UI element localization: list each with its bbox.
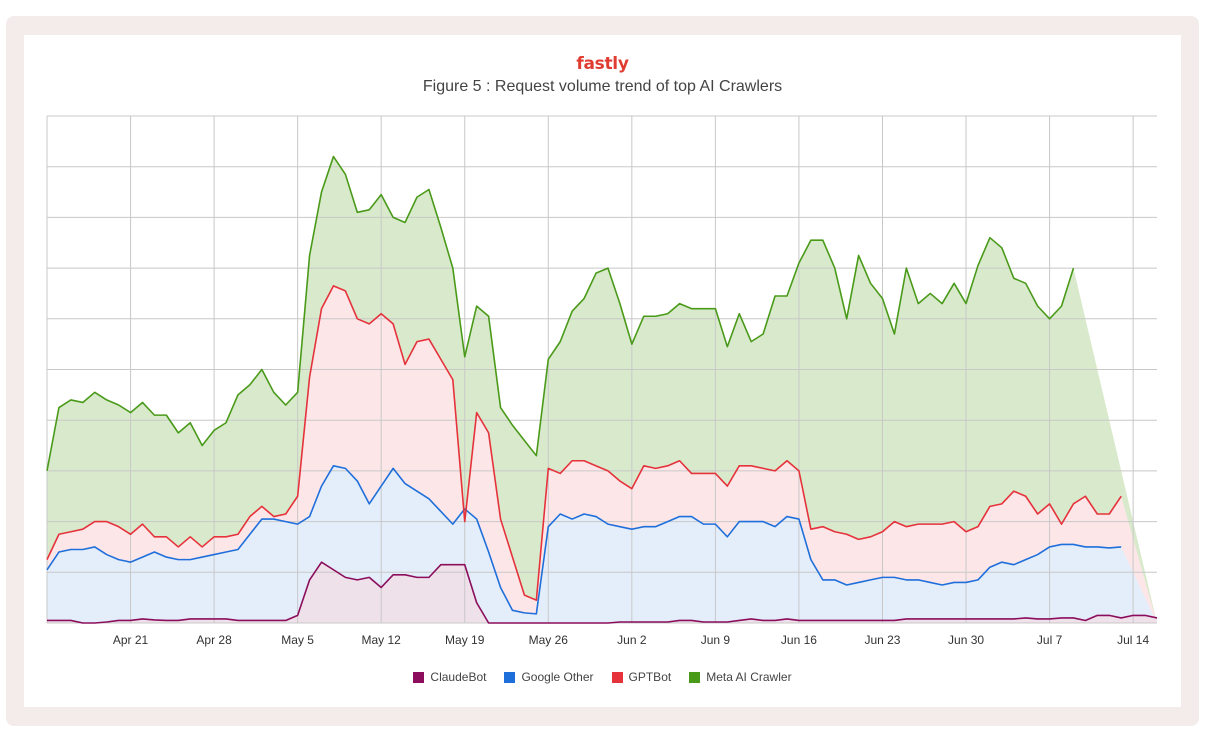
series-lines xyxy=(46,155,1158,624)
x-tick-label: May 26 xyxy=(529,633,569,647)
chart-grid xyxy=(46,115,1157,624)
x-tick-label: May 12 xyxy=(362,633,402,647)
legend-swatch-gptbot xyxy=(611,671,623,683)
x-tick-label: May 5 xyxy=(281,633,314,647)
series-line-meta-ai-crawler xyxy=(46,155,1075,472)
x-tick-label: Apr 28 xyxy=(196,633,232,647)
legend-item-meta-ai-crawler[interactable]: Meta AI Crawler xyxy=(689,670,792,684)
legend-item-claudebot[interactable]: ClaudeBot xyxy=(413,670,486,684)
legend-swatch-meta-ai-crawler xyxy=(689,671,701,683)
legend-label-google-other: Google Other xyxy=(521,670,594,684)
series-line-google-other xyxy=(46,465,1122,615)
legend-swatch-claudebot xyxy=(413,671,425,683)
x-axis-ticks: Apr 21 Apr 28 May 5 May 12 May 19 May 26 Jun 2… xyxy=(113,633,1150,647)
x-tick-label: Jul 14 xyxy=(1117,633,1149,647)
x-tick-label: May 19 xyxy=(445,633,485,647)
series-line-claudebot xyxy=(47,561,1158,624)
legend-swatch-google-other xyxy=(504,671,516,683)
x-tick-label: Jul 7 xyxy=(1037,633,1063,647)
x-tick-label: Jun 16 xyxy=(781,633,817,647)
legend: ClaudeBot Google Other GPTBot Meta AI Cr… xyxy=(0,670,1205,684)
x-tick-label: Apr 21 xyxy=(113,633,149,647)
x-tick-label: Jun 30 xyxy=(948,633,984,647)
legend-label-gptbot: GPTBot xyxy=(628,670,672,684)
legend-item-google-other[interactable]: Google Other xyxy=(504,670,594,684)
chart-title: Figure 5 : Request volume trend of top A… xyxy=(422,78,783,95)
x-tick-label: Jun 9 xyxy=(701,633,731,647)
legend-item-gptbot[interactable]: GPTBot xyxy=(611,670,672,684)
x-tick-label: Jun 2 xyxy=(617,633,647,647)
legend-label-claudebot: ClaudeBot xyxy=(430,670,487,684)
x-tick-label: Jun 23 xyxy=(864,633,900,647)
series-line-gptbot xyxy=(46,285,1122,601)
brand-logo: fastly xyxy=(576,54,629,74)
series-fill-claudebot xyxy=(47,562,1157,623)
series-fills xyxy=(47,156,1157,623)
legend-label-meta-ai-crawler: Meta AI Crawler xyxy=(706,670,792,684)
